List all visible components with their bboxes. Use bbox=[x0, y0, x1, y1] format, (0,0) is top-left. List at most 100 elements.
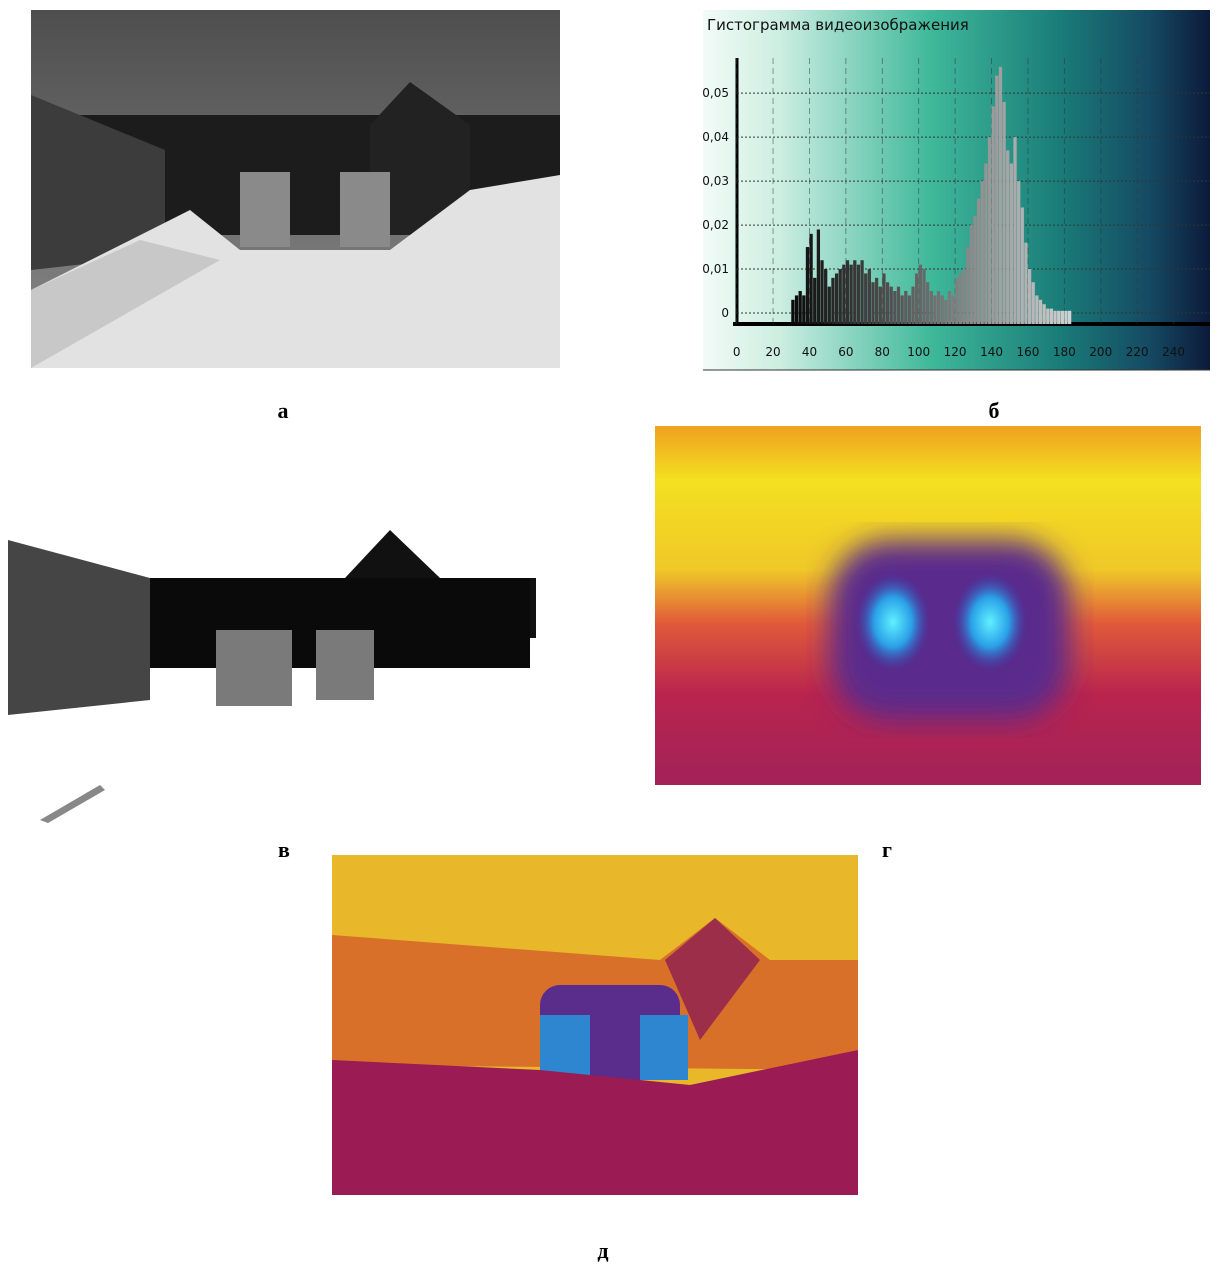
y-tick-label: 0,03 bbox=[702, 174, 729, 188]
photo-c bbox=[8, 466, 536, 825]
bar bbox=[951, 295, 954, 324]
panel-label: б bbox=[989, 398, 1000, 423]
y-tick-label: 0 bbox=[721, 306, 729, 320]
x-tick-label: 220 bbox=[1126, 345, 1149, 359]
bar bbox=[977, 199, 980, 324]
segmentation-e bbox=[332, 855, 858, 1195]
bar bbox=[1064, 311, 1067, 324]
x-tick-label: 20 bbox=[765, 345, 780, 359]
bar bbox=[970, 225, 973, 324]
photo-a bbox=[31, 10, 560, 368]
bar bbox=[853, 260, 856, 324]
y-tick-label: 0,02 bbox=[702, 218, 729, 232]
bar bbox=[860, 260, 863, 324]
bar bbox=[802, 295, 805, 324]
bar bbox=[999, 67, 1002, 324]
bar bbox=[904, 291, 907, 324]
x-tick-label: 0 bbox=[733, 345, 741, 359]
bar bbox=[984, 164, 987, 324]
bar bbox=[1039, 300, 1042, 324]
bar bbox=[900, 295, 903, 324]
bar bbox=[879, 287, 882, 324]
bar bbox=[813, 278, 816, 324]
bar bbox=[886, 282, 889, 324]
bar bbox=[1057, 311, 1060, 324]
bar bbox=[842, 265, 845, 324]
bar bbox=[930, 291, 933, 324]
x-tick-label: 40 bbox=[802, 345, 817, 359]
x-tick-label: 100 bbox=[907, 345, 930, 359]
bar bbox=[1013, 137, 1016, 324]
bar bbox=[890, 287, 893, 324]
chart-title: Гистограмма видеоизображения bbox=[707, 16, 969, 34]
x-tick-label: 240 bbox=[1162, 345, 1185, 359]
bar bbox=[864, 273, 867, 324]
bar bbox=[926, 282, 929, 324]
y-tick-label: 0,01 bbox=[702, 262, 729, 276]
bar bbox=[973, 216, 976, 324]
bar bbox=[893, 291, 896, 324]
bar bbox=[944, 300, 947, 324]
bar bbox=[937, 291, 940, 324]
figure: Гистограмма видеоизображения а б в г д 0… bbox=[0, 0, 1221, 1266]
bar bbox=[1017, 181, 1020, 324]
bar bbox=[831, 278, 834, 324]
panel-label: д bbox=[597, 1238, 608, 1263]
bar bbox=[1028, 269, 1031, 324]
bar bbox=[915, 273, 918, 324]
bar bbox=[1002, 102, 1005, 324]
y-tick-label: 0,05 bbox=[702, 86, 729, 100]
bar bbox=[962, 269, 965, 324]
bar bbox=[868, 269, 871, 324]
bar bbox=[857, 265, 860, 324]
bar bbox=[875, 278, 878, 324]
bar bbox=[1010, 164, 1013, 324]
bar bbox=[1053, 311, 1056, 324]
bar bbox=[850, 265, 853, 324]
x-tick-label: 180 bbox=[1053, 345, 1076, 359]
bar bbox=[981, 181, 984, 324]
bar bbox=[988, 137, 991, 324]
bar bbox=[995, 76, 998, 324]
bar bbox=[1068, 311, 1071, 324]
x-tick-label: 140 bbox=[980, 345, 1003, 359]
x-tick-label: 120 bbox=[944, 345, 967, 359]
bar bbox=[871, 282, 874, 324]
bar bbox=[835, 273, 838, 324]
bar bbox=[817, 229, 820, 324]
bar bbox=[1050, 309, 1053, 324]
panel-label: а bbox=[278, 398, 289, 423]
bar bbox=[795, 295, 798, 324]
bar bbox=[948, 291, 951, 324]
bar bbox=[919, 265, 922, 324]
bar bbox=[820, 260, 823, 324]
heatmap-d bbox=[655, 426, 1201, 785]
bar bbox=[828, 287, 831, 324]
bar bbox=[959, 273, 962, 324]
bar bbox=[846, 260, 849, 324]
bar bbox=[806, 247, 809, 324]
bar bbox=[941, 295, 944, 324]
bar bbox=[1021, 207, 1024, 324]
bar bbox=[966, 247, 969, 324]
bar bbox=[897, 287, 900, 324]
bar bbox=[799, 291, 802, 324]
x-tick-label: 60 bbox=[838, 345, 853, 359]
bar bbox=[1046, 309, 1049, 324]
bar bbox=[922, 269, 925, 324]
x-tick-label: 160 bbox=[1016, 345, 1039, 359]
x-tick-label: 200 bbox=[1089, 345, 1112, 359]
bar bbox=[911, 287, 914, 324]
bar bbox=[908, 295, 911, 324]
panel-label: в bbox=[278, 837, 290, 862]
bar bbox=[933, 295, 936, 324]
y-tick-label: 0,04 bbox=[702, 130, 729, 144]
bar bbox=[1043, 304, 1046, 324]
bar bbox=[955, 278, 958, 324]
bar bbox=[1035, 295, 1038, 324]
bar bbox=[882, 273, 885, 324]
bar bbox=[1006, 150, 1009, 324]
bar bbox=[809, 234, 812, 324]
bar bbox=[992, 106, 995, 324]
bar bbox=[1024, 243, 1027, 324]
